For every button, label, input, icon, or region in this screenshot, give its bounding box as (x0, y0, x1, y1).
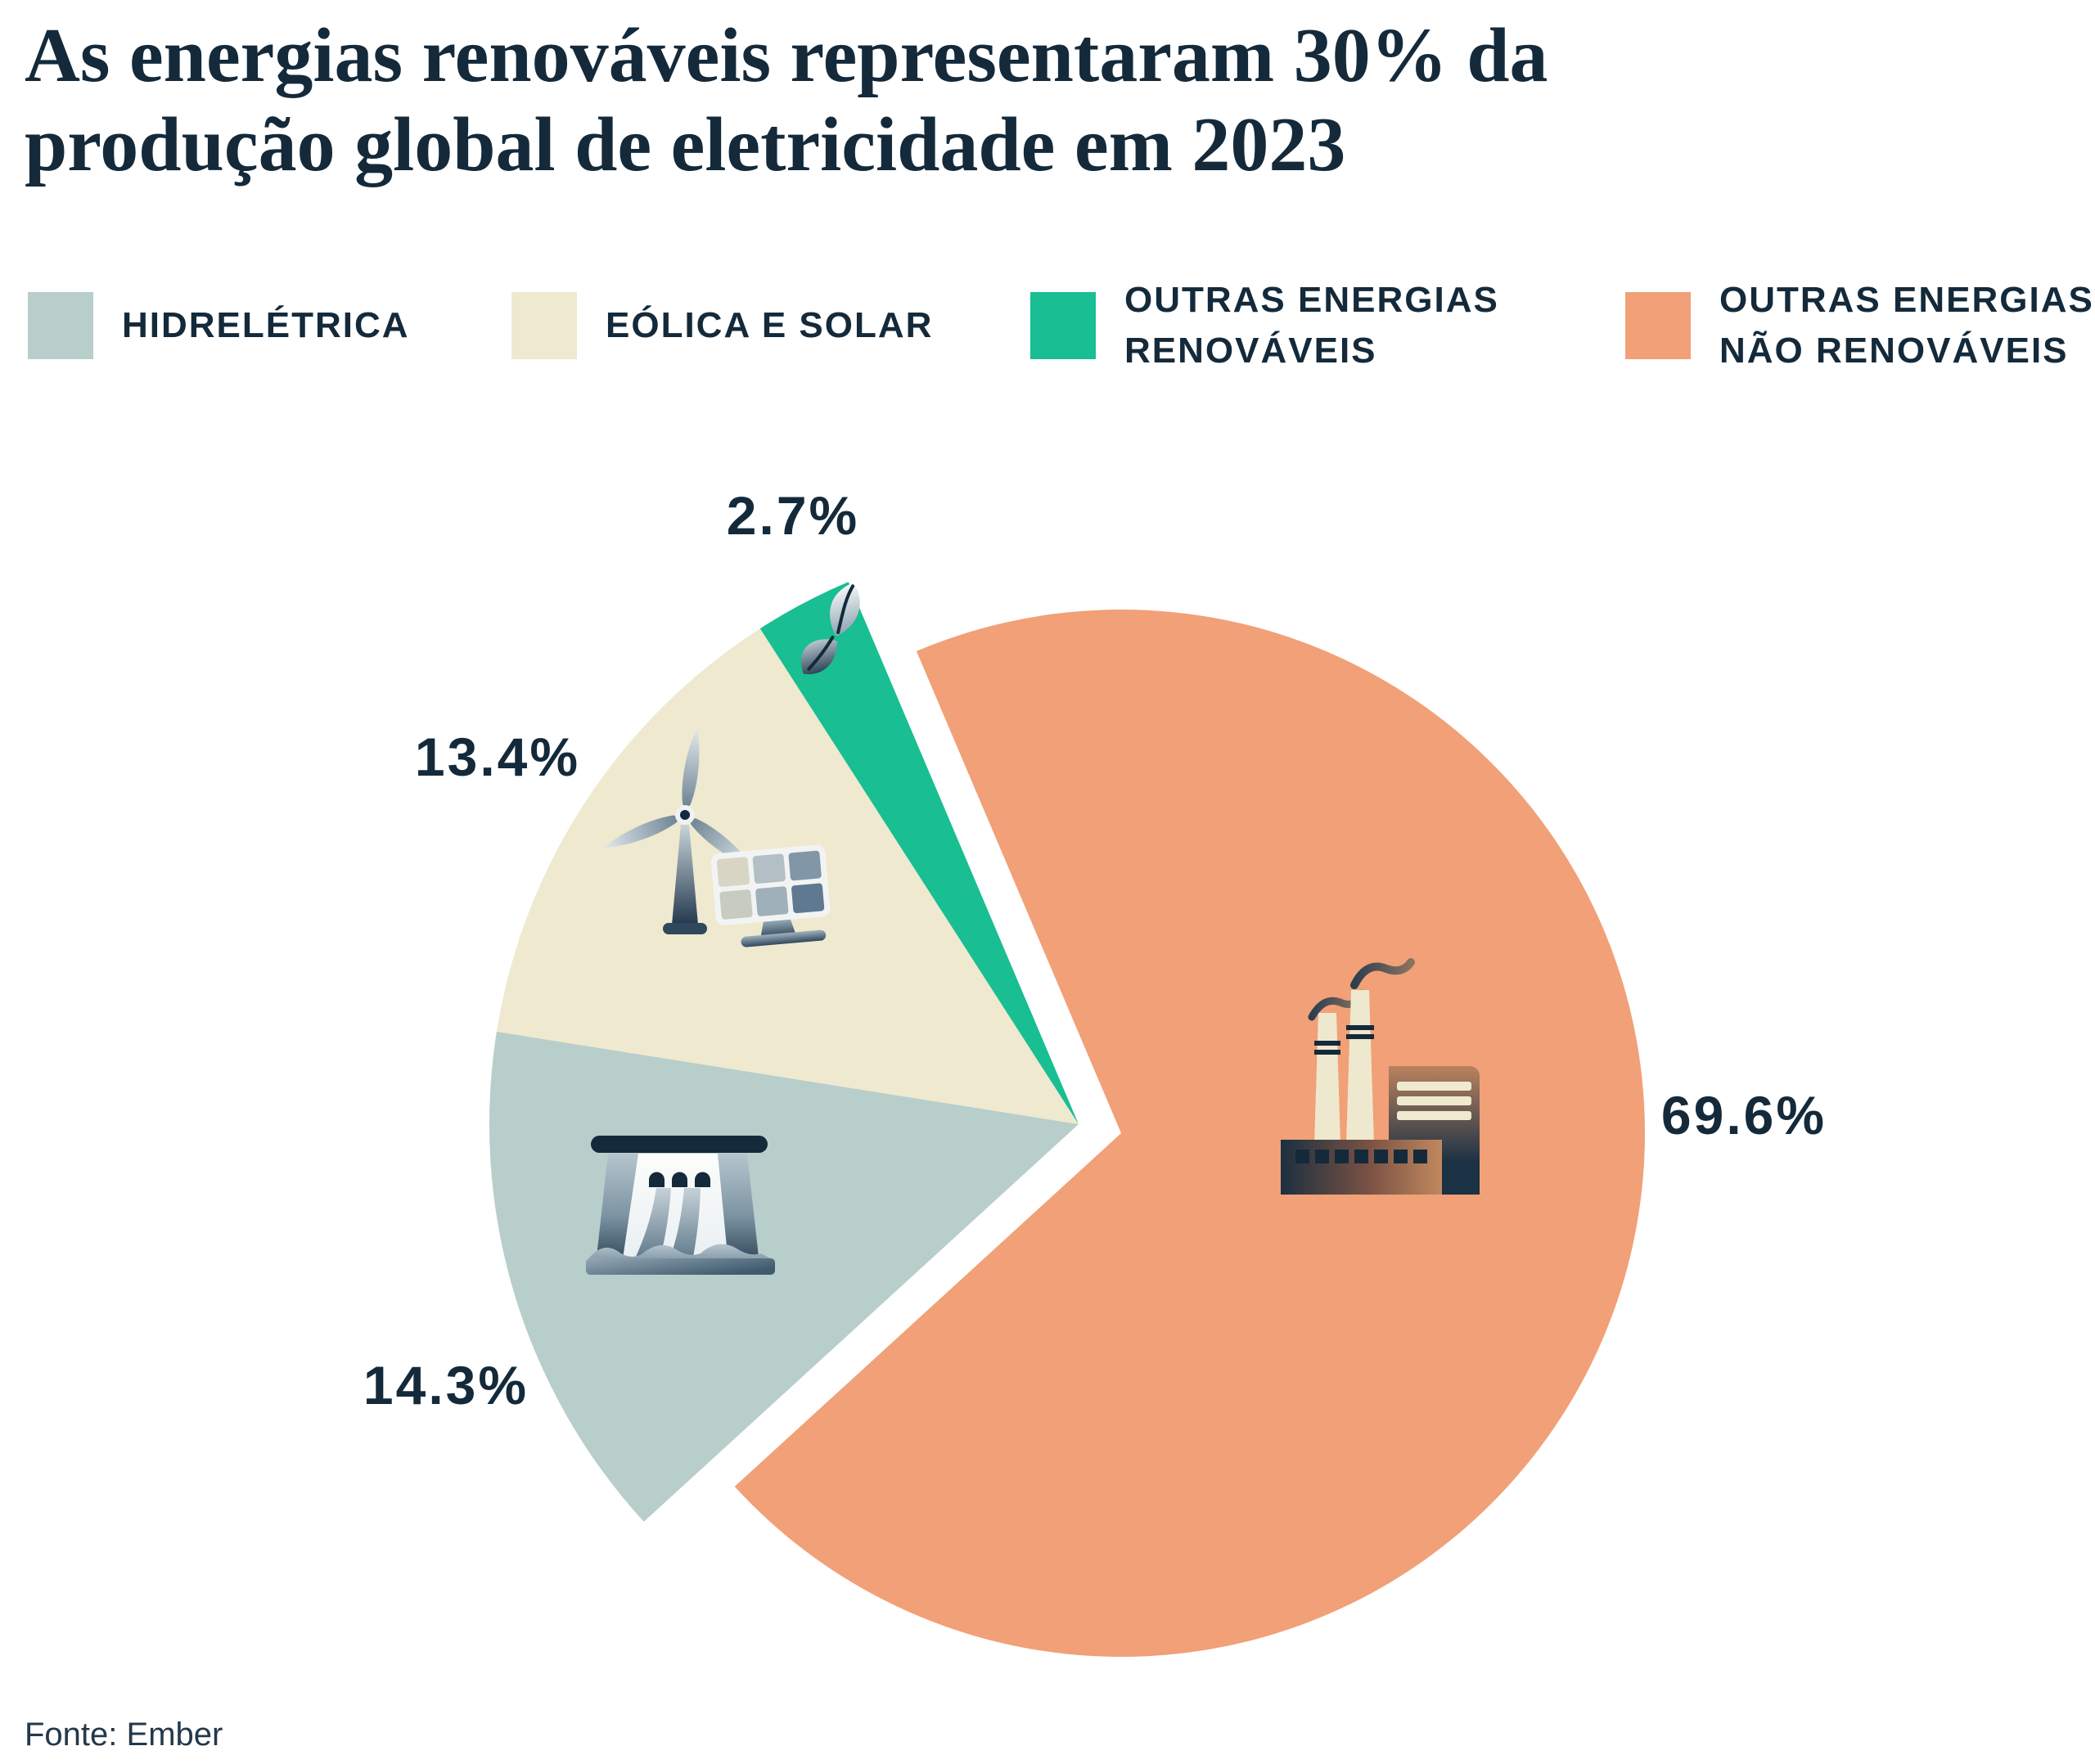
legend-item-other-renewables: OUTRAS ENERGIAS RENOVÁVEIS (1030, 280, 1499, 371)
slice-value-label-hydro: 14.3% (363, 1355, 529, 1415)
legend-swatch-hydro (28, 292, 93, 359)
slice-value-label-wind_solar: 13.4% (414, 727, 581, 787)
legend-label-wind-solar: EÓLICA E SOLAR (606, 304, 934, 345)
legend-item-wind-solar: EÓLICA E SOLAR (511, 291, 933, 360)
legend-swatch-wind-solar (511, 292, 577, 359)
legend-swatch-other-renewables (1030, 292, 1096, 359)
legend-swatch-non-renewables (1625, 292, 1691, 359)
source-note: Fonte: Ember (25, 1717, 223, 1753)
legend-item-hydro: HIDRELÉTRICA (28, 291, 410, 360)
solar-panel-icon (710, 844, 831, 947)
slice-value-label-non_renewables: 69.6% (1660, 1085, 1827, 1145)
dam-icon (586, 1136, 775, 1275)
slice-value-label-other_renewables: 2.7% (726, 485, 860, 546)
legend-item-non-renewables: OUTRAS ENERGIAS NÃO RENOVÁVEIS (1625, 280, 2094, 371)
chart-title: As energias renováveis representaram 30%… (25, 13, 1548, 188)
pie-slice-other_renewables (759, 582, 1079, 1124)
leaf-icon (800, 583, 860, 674)
pie-slice-non_renewables (734, 610, 1646, 1658)
factory-icon (1281, 958, 1480, 1195)
legend-label-other-renewables: OUTRAS ENERGIAS RENOVÁVEIS (1124, 279, 1499, 371)
legend-label-non-renewables: OUTRAS ENERGIAS NÃO RENOVÁVEIS (1719, 279, 2094, 371)
legend-label-hydro: HIDRELÉTRICA (122, 304, 410, 345)
